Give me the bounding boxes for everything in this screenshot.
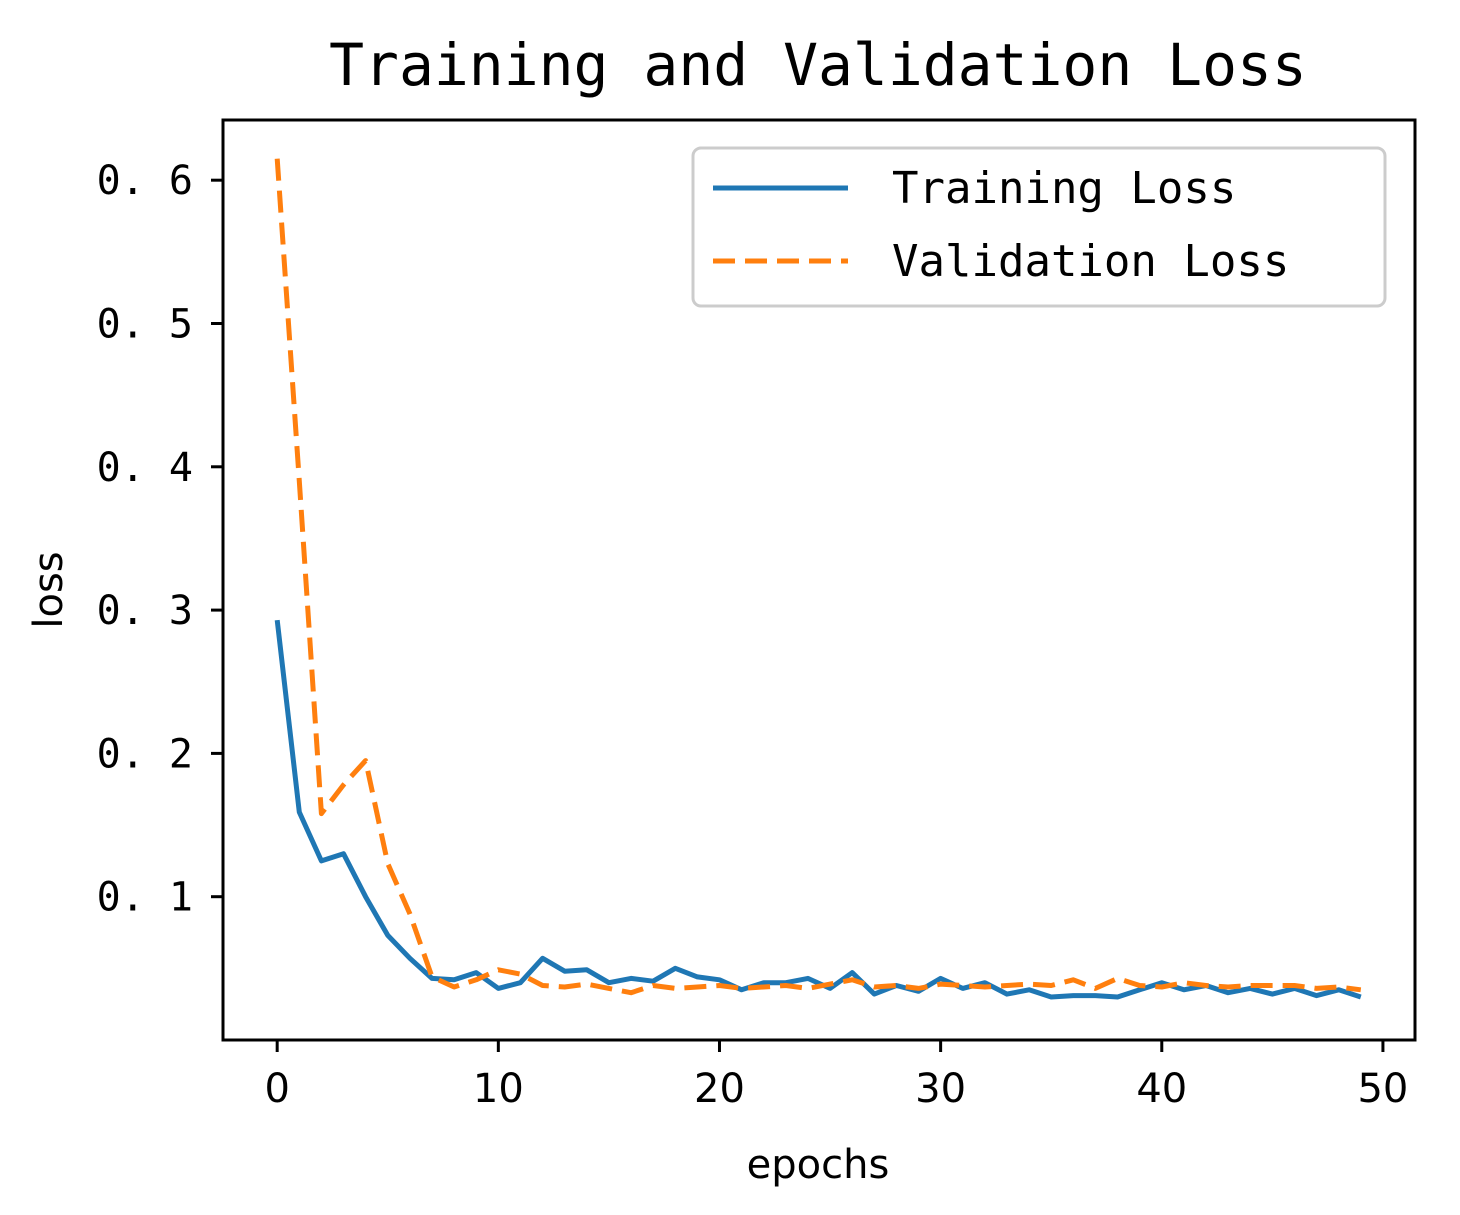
y-tick-label: 0. 2 <box>97 731 193 777</box>
y-axis-label: loss <box>26 551 72 628</box>
legend-validation-label: Validation Loss <box>892 236 1289 287</box>
legend-box <box>691 146 1387 308</box>
y-axis-ticks: 0. 1 0. 2 0. 3 0. 4 0. 5 0. 6 <box>97 158 223 921</box>
plot-frame <box>221 118 1417 1042</box>
legend-training-label: Training Loss <box>892 163 1236 214</box>
y-tick-label: 0. 1 <box>97 875 193 921</box>
x-tick-label: 30 <box>915 1066 966 1112</box>
chart-title: Training and Validation Loss <box>329 31 1307 99</box>
x-tick-label: 0 <box>264 1066 289 1112</box>
y-tick-label: 0. 4 <box>97 445 193 491</box>
series-line-training-loss <box>274 619 1362 1000</box>
legend: Training Loss Validation Loss <box>691 146 1387 308</box>
y-tick-label: 0. 3 <box>97 588 193 634</box>
x-tick-label: 40 <box>1136 1066 1187 1112</box>
x-tick-label: 10 <box>473 1066 524 1112</box>
plot-lines <box>274 158 1362 1000</box>
x-axis-ticks: 0 10 20 30 40 50 <box>264 1040 1408 1112</box>
y-tick-label: 0. 5 <box>97 301 193 347</box>
series-line-validation-loss <box>274 158 1362 996</box>
x-tick-label: 50 <box>1357 1066 1408 1112</box>
x-tick-label: 20 <box>694 1066 745 1112</box>
x-axis-label: epochs <box>747 1142 890 1188</box>
y-tick-label: 0. 6 <box>97 158 193 204</box>
